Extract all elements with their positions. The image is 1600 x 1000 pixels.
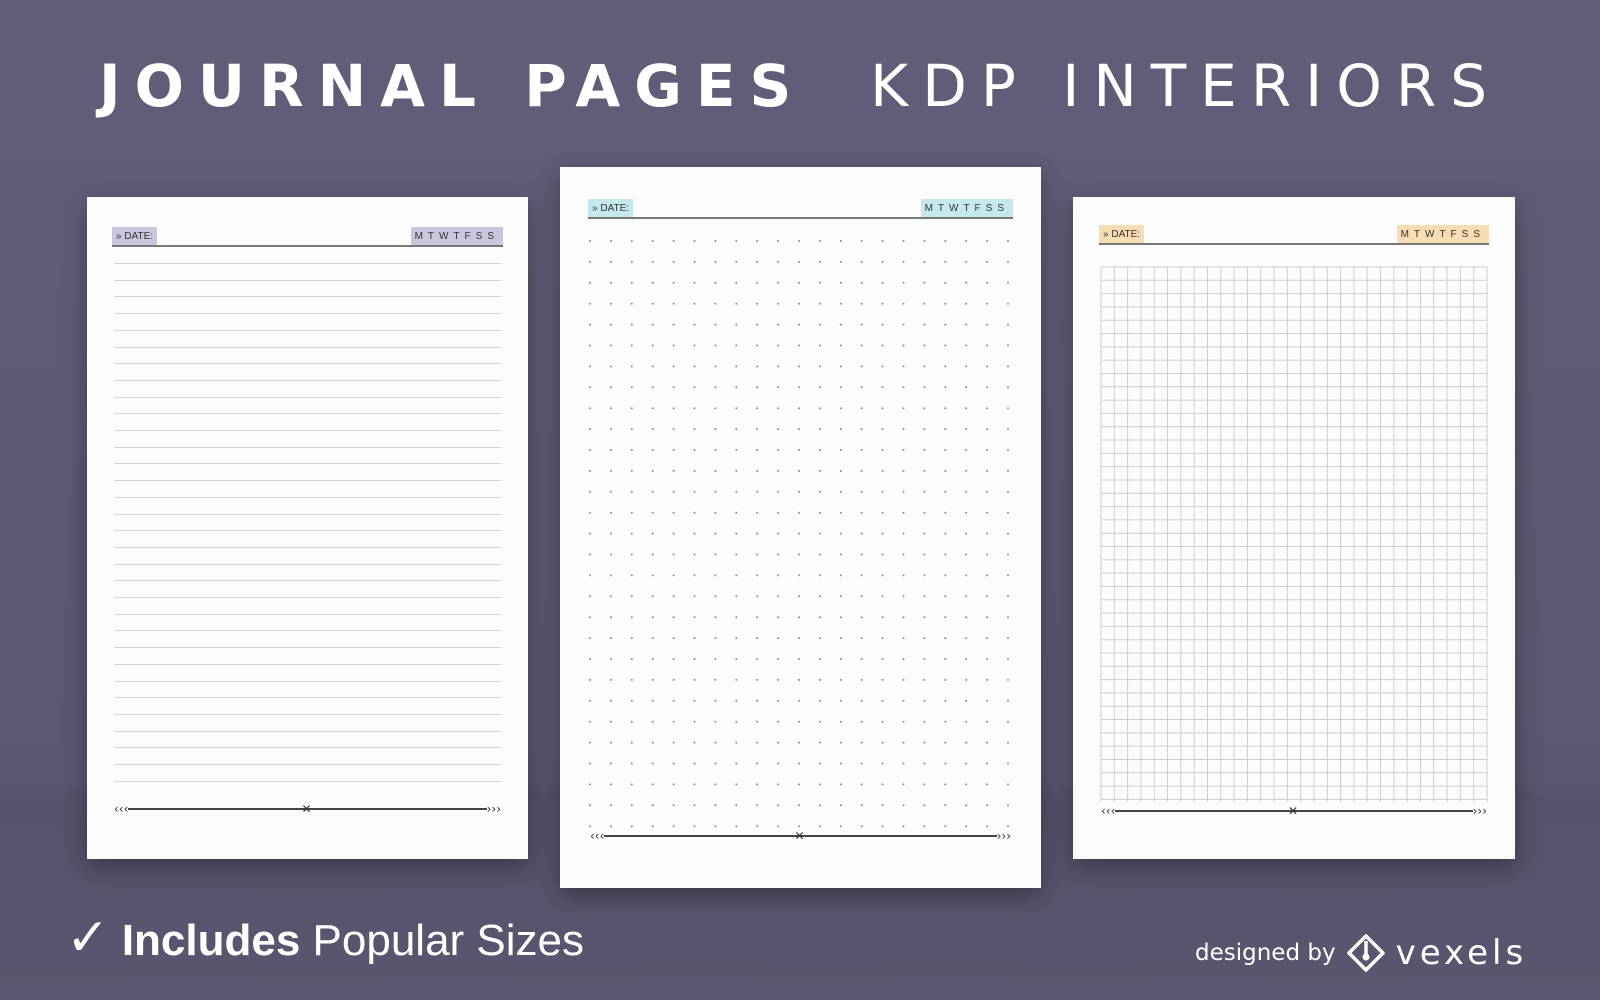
tagline-light: Popular Sizes (312, 916, 585, 965)
ruled-line (114, 613, 501, 615)
ruled-line (114, 279, 501, 281)
credit-brand: vexels (1395, 933, 1528, 973)
ruled-line (114, 396, 501, 398)
arrow-head-icon: ››› (1472, 804, 1487, 818)
title-light: KDP INTERIORS (870, 52, 1502, 120)
ruled-line (114, 680, 501, 682)
date-label-tab: » DATE: (588, 199, 634, 218)
credit-prefix: designed by (1195, 940, 1336, 966)
ruled-line (114, 546, 501, 548)
arrow-tail-icon: ‹‹‹ (114, 802, 129, 816)
ruled-line (114, 346, 501, 348)
header-line (112, 245, 503, 247)
weekdays: MTWTFSS (924, 203, 1009, 214)
date-label-tab: » DATE: (112, 227, 158, 246)
arrow-tail-icon: ‹‹‹ (590, 829, 605, 843)
ruled-line (114, 730, 501, 732)
weekday-tab: MTWTFSS (1396, 225, 1489, 244)
ruled-line (114, 496, 501, 498)
ruled-line (114, 630, 501, 632)
dotted-journal-page: » DATE: MTWTFSS ‹‹‹ ✕ ››› (560, 167, 1041, 888)
ruled-line (114, 563, 501, 565)
tagline-bold: Includes (121, 916, 301, 965)
ruled-line (114, 446, 501, 448)
grid-journal-page: » DATE: MTWTFSS ‹‹‹ ✕ ››› (1073, 197, 1515, 859)
header-line (588, 217, 1013, 219)
date-label: DATE: (124, 231, 154, 242)
arrow-head-icon: ››› (486, 802, 501, 816)
checkmark-icon: ✓ (66, 909, 110, 967)
ruled-line (114, 379, 501, 381)
weekday-tab: MTWTFSS (920, 199, 1013, 218)
ruled-line (114, 764, 501, 765)
header-line (1099, 243, 1489, 245)
arrow-divider: ‹‹‹ ✕ ››› (1101, 804, 1487, 818)
weekdays: MTWTFSS (414, 231, 499, 242)
cross-icon: ✕ (301, 802, 312, 816)
date-label: DATE: (1111, 229, 1141, 240)
ruled-line (114, 647, 501, 649)
ruled-line (114, 463, 501, 465)
title-bold: JOURNAL PAGES (98, 52, 806, 120)
ruled-line (114, 580, 501, 582)
cross-icon: ✕ (1288, 804, 1299, 818)
credit: designed by vexels (1195, 933, 1527, 973)
weekday-tab: MTWTFSS (410, 227, 503, 246)
tagline: ✓ Includes Popular Sizes (66, 908, 584, 968)
ruled-line (114, 663, 501, 665)
ruled-line (114, 747, 501, 749)
double-chevron-icon: » (592, 203, 601, 214)
square-grid (1100, 266, 1488, 802)
ruled-line (114, 513, 501, 515)
ruled-line (114, 296, 501, 298)
weekdays: MTWTFSS (1400, 229, 1485, 240)
arrow-tail-icon: ‹‹‹ (1101, 804, 1116, 818)
vexels-logo-icon (1346, 934, 1385, 972)
double-chevron-icon: » (1103, 229, 1112, 240)
lined-journal-page: » DATE: MTWTFSS ‹‹‹ ✕ ››› (87, 197, 528, 859)
ruled-line (114, 697, 501, 699)
ruled-line (114, 413, 501, 415)
arrow-head-icon: ››› (996, 829, 1011, 843)
ruled-line (114, 329, 501, 331)
ruled-line (114, 363, 501, 365)
ruled-line (114, 430, 501, 431)
ruled-line (114, 480, 501, 482)
dot-grid (589, 240, 1009, 828)
date-label-tab: » DATE: (1099, 225, 1145, 244)
ruled-line (114, 263, 501, 264)
cross-icon: ✕ (794, 829, 805, 843)
ruled-line (114, 780, 501, 782)
date-label: DATE: (600, 203, 630, 214)
page-title: JOURNAL PAGES KDP INTERIORS (0, 52, 1600, 120)
ruled-line (114, 530, 501, 532)
ruled-line (114, 713, 501, 715)
double-chevron-icon: » (116, 231, 125, 242)
arrow-divider: ‹‹‹ ✕ ››› (590, 829, 1011, 843)
arrow-divider: ‹‹‹ ✕ ››› (114, 802, 501, 816)
ruled-line (114, 597, 501, 598)
ruled-line (114, 313, 501, 315)
